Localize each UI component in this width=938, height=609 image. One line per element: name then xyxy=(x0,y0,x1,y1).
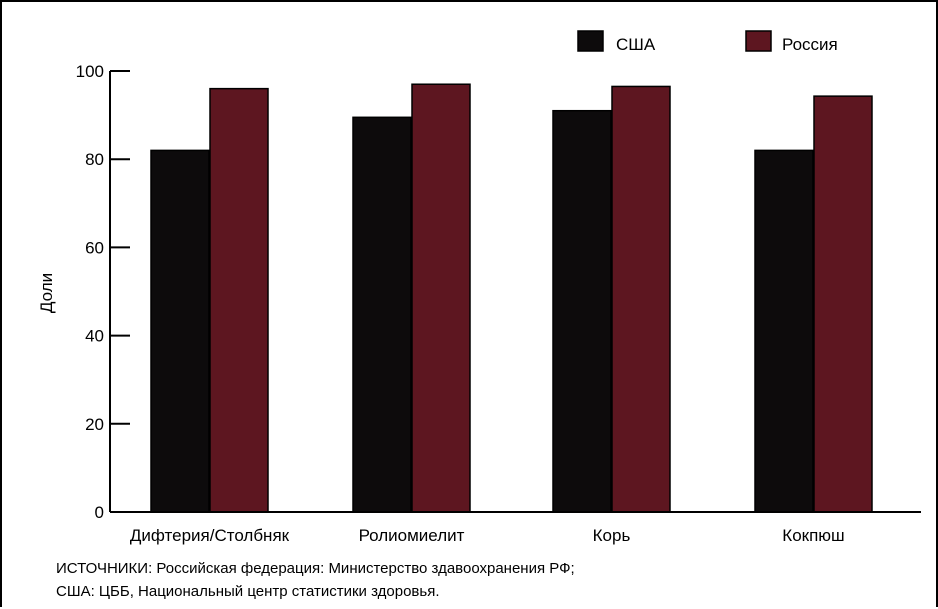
source-line-1: ИСТОЧНИКИ: Российская федерация: Министе… xyxy=(56,560,575,577)
x-tick-label-1: Ролиомиелит xyxy=(359,526,465,545)
bars-group xyxy=(150,83,873,513)
bar-russia-0 xyxy=(209,87,269,513)
legend-swatch-usa xyxy=(577,30,604,52)
y-tick-label-20: 20 xyxy=(85,415,104,434)
legend-label-usa: США xyxy=(616,35,656,54)
bar-usa-2 xyxy=(552,109,612,513)
legend: США Россия xyxy=(577,30,838,54)
bar-russia-3 xyxy=(813,95,873,513)
x-tick-label-0: Дифтерия/Столбняк xyxy=(130,526,290,545)
y-tick-label-100: 100 xyxy=(76,62,104,81)
legend-swatch-russia xyxy=(745,30,772,52)
axes-group: 0 20 40 60 80 100 Дифтерия/Столбняк Ролиомиелит… xyxy=(76,62,921,545)
y-tick-label-60: 60 xyxy=(85,238,104,257)
bar-russia-2 xyxy=(611,85,671,513)
y-tick-label-0: 0 xyxy=(95,503,104,522)
bar-usa-1 xyxy=(352,116,412,513)
y-tick-label-80: 80 xyxy=(85,150,104,169)
source-line-2: США: ЦББ, Национальный центр статистики … xyxy=(56,583,440,600)
legend-label-russia: Россия xyxy=(782,35,838,54)
x-tick-label-2: Корь xyxy=(593,526,631,545)
bar-usa-0 xyxy=(150,149,210,513)
x-tick-label-3: Кокпюш xyxy=(782,526,844,545)
bar-usa-3 xyxy=(754,149,814,513)
y-axis-label: Доли xyxy=(37,273,56,313)
y-tick-label-40: 40 xyxy=(85,327,104,346)
bar-russia-1 xyxy=(411,83,471,513)
